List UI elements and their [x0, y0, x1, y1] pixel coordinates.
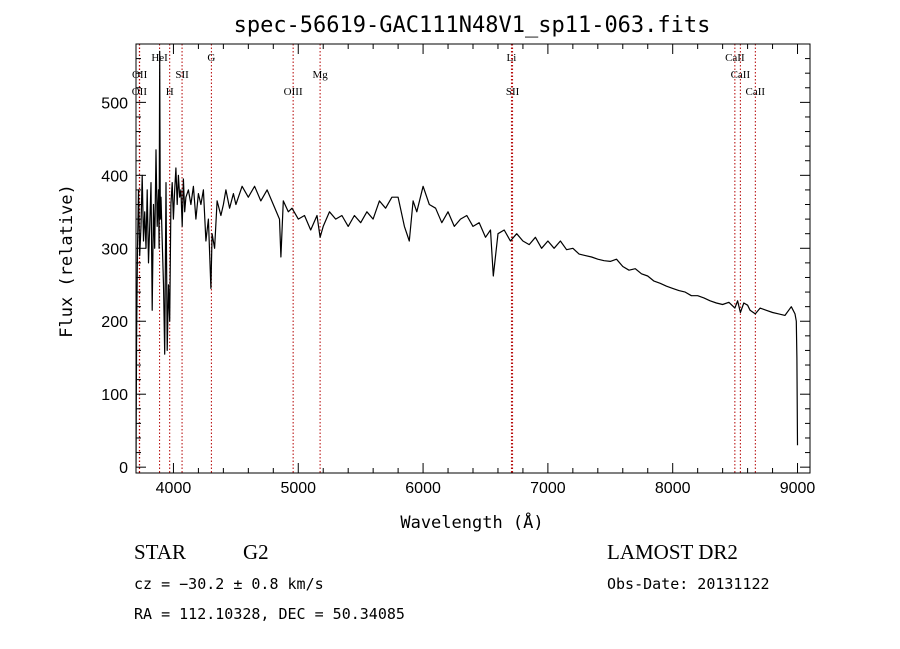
x-tick-label-4000: 4000: [156, 480, 192, 497]
line-marker-label-9: SII: [506, 86, 520, 98]
line-marker-label-8: Li: [507, 52, 517, 64]
x-tick-label-8000: 8000: [655, 480, 691, 497]
spectrum-series: [136, 50, 799, 468]
spectrum-line: [136, 50, 799, 468]
redshift-value: cz = −30.2 ± 0.8 km/s: [134, 575, 324, 593]
survey-name: LAMOST DR2: [607, 540, 738, 564]
line-marker-label-3: H: [166, 86, 174, 98]
y-tick-label-100: 100: [101, 387, 128, 404]
line-marker-label-1: OII: [132, 69, 148, 81]
chart-title: spec-56619-GAC111N48V1_sp11-063.fits: [234, 13, 711, 38]
object-type: STAR: [134, 540, 186, 564]
line-marker-label-10: CaII: [725, 52, 745, 64]
x-tick-label-7000: 7000: [530, 480, 566, 497]
line-marker-label-12: CaII: [746, 86, 766, 98]
x-tick-label-6000: 6000: [405, 480, 441, 497]
x-axis-label: Wavelength (Å): [400, 511, 543, 533]
line-marker-label-4: SII: [175, 69, 189, 81]
y-tick-label-200: 200: [101, 314, 128, 331]
line-markers: [138, 44, 756, 473]
y-axis-label: Flux (relative): [57, 184, 77, 338]
observation-date: Obs-Date: 20131122: [607, 575, 770, 593]
x-tick-label-9000: 9000: [780, 480, 816, 497]
spectral-subclass: G2: [243, 540, 269, 564]
line-marker-label-6: OIII: [284, 86, 303, 98]
x-axis-ticks: 4000 5000 6000 7000 8000 9000: [156, 44, 816, 497]
line-marker-label-5: G: [207, 52, 215, 64]
line-marker-label-7: Mg: [312, 69, 328, 81]
y-tick-label-500: 500: [101, 95, 128, 112]
y-tick-label-0: 0: [119, 460, 128, 477]
y-tick-label-300: 300: [101, 241, 128, 258]
y-axis-ticks: 0 100 200 300 400 500: [101, 58, 810, 477]
plot-frame: [135, 43, 811, 474]
y-tick-label-400: 400: [101, 168, 128, 185]
x-tick-label-5000: 5000: [280, 480, 316, 497]
line-marker-label-11: CaII: [731, 69, 751, 81]
coordinates: RA = 112.10328, DEC = 50.34085: [134, 605, 405, 623]
